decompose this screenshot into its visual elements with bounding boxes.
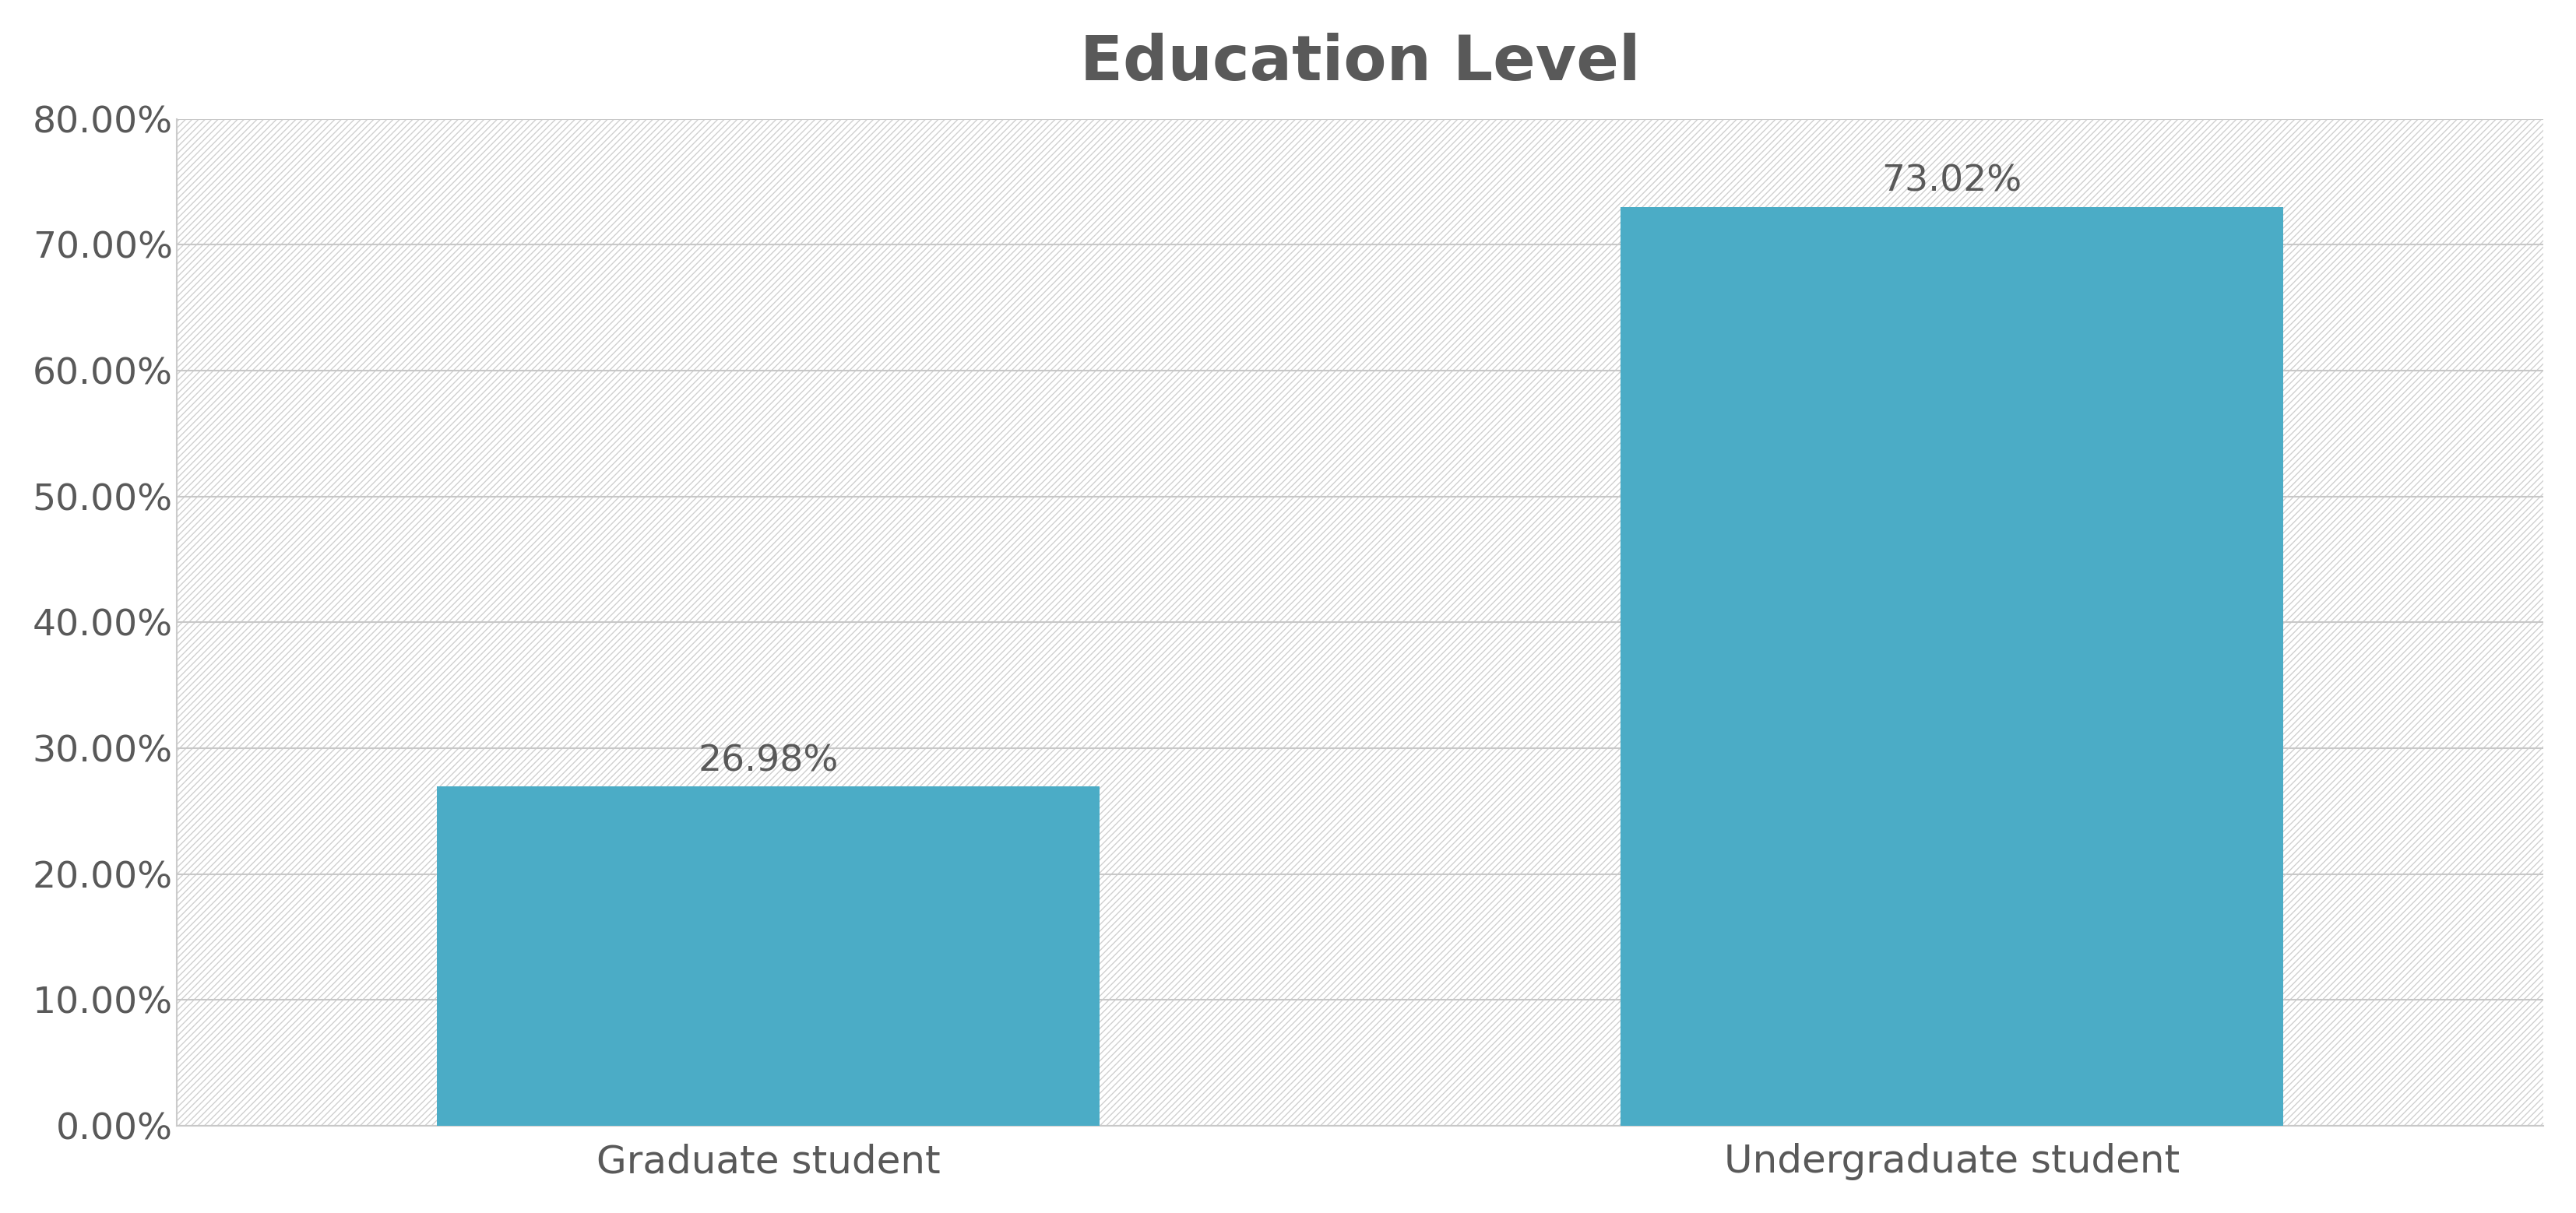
Bar — [438, 786, 1100, 1126]
Bar — [1620, 206, 2282, 1126]
Text: 26.98%: 26.98% — [698, 744, 840, 779]
Text: 73.02%: 73.02% — [1880, 164, 2022, 199]
Title: Education Level: Education Level — [1079, 33, 1641, 93]
